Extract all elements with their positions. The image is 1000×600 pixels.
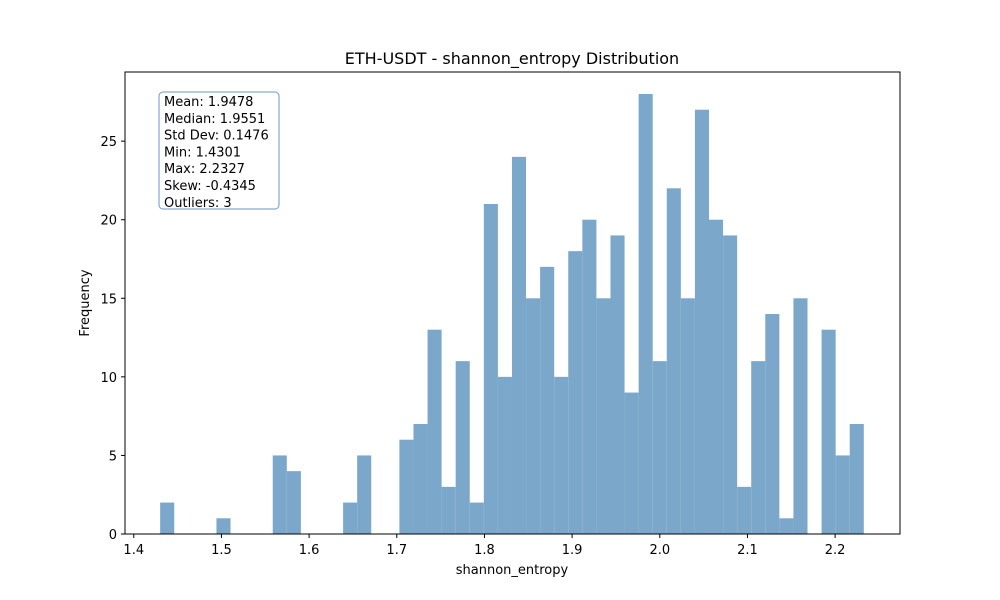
histogram-bar: [835, 455, 850, 534]
y-tick-label: 5: [109, 449, 117, 464]
histogram-bar: [779, 518, 794, 534]
histogram-bar: [216, 518, 231, 534]
histogram-bar: [286, 471, 301, 534]
histogram-bar: [638, 94, 653, 534]
histogram-bar: [497, 376, 512, 534]
stats-line: Std Dev: 0.1476: [164, 129, 269, 144]
y-tick-label: 25: [100, 135, 117, 150]
histogram-bar: [821, 329, 836, 534]
histogram-bar: [357, 455, 372, 534]
x-tick-label: 1.5: [211, 543, 232, 558]
histogram-bar: [694, 109, 709, 535]
histogram-bar: [652, 361, 667, 534]
chart-title: ETH-USDT - shannon_entropy Distribution: [345, 49, 679, 69]
y-tick-label: 0: [109, 528, 117, 543]
histogram-bar: [272, 455, 287, 534]
histogram-bar: [399, 439, 414, 534]
plot-frame: [124, 71, 901, 535]
histogram-bar: [343, 502, 358, 534]
histogram-bar: [469, 502, 484, 534]
histogram-bar: [554, 376, 569, 534]
histogram-bar: [708, 219, 724, 534]
histogram-bar: [680, 298, 695, 534]
x-tick-label: 2.1: [737, 543, 758, 558]
x-axis-label: shannon_entropy: [456, 563, 569, 578]
histogram-bar: [751, 361, 766, 534]
histogram-bar: [624, 392, 639, 534]
x-tick-label: 1.7: [386, 543, 407, 558]
stats-line: Outliers: 3: [164, 196, 232, 211]
histogram-bar: [413, 424, 428, 534]
histogram-bar: [511, 156, 527, 535]
y-axis-label: Frequency: [78, 269, 93, 336]
stats-line: Max: 2.2327: [164, 162, 245, 177]
histogram-bar: [427, 329, 442, 534]
y-tick-label: 15: [100, 292, 117, 307]
histogram-bar: [441, 486, 456, 534]
histogram-bar: [568, 251, 583, 534]
y-tick-label: 20: [100, 214, 117, 229]
histogram-bar: [723, 235, 738, 534]
stats-line: Median: 1.9551: [164, 112, 265, 127]
x-tick-label: 1.9: [562, 543, 583, 558]
stats-line: Mean: 1.9478: [164, 95, 253, 110]
histogram-bar: [455, 361, 470, 534]
x-tick-label: 2.2: [825, 543, 846, 558]
stats-line: Skew: -0.4345: [164, 179, 256, 194]
histogram-bar: [596, 298, 611, 534]
x-tick-label: 2.0: [649, 543, 670, 558]
histogram-bar: [737, 486, 752, 534]
histogram-bar: [160, 502, 175, 534]
x-tick-label: 1.4: [123, 543, 144, 558]
histogram-bar: [793, 298, 808, 534]
histogram-bar: [666, 188, 681, 535]
y-tick-label: 10: [100, 371, 117, 386]
histogram-bar: [849, 424, 864, 534]
stats-box-background: [158, 91, 280, 210]
histogram-bar: [765, 314, 780, 534]
histogram-bar: [582, 219, 597, 534]
histogram-bar: [483, 204, 498, 534]
histogram-bar: [540, 266, 555, 534]
histogram-bar: [610, 235, 625, 534]
histogram-bar: [526, 298, 541, 534]
y-axis-ticks: 0 5 10 15 20 25: [100, 135, 125, 543]
x-tick-label: 1.6: [299, 543, 320, 558]
stats-box: Mean: 1.9478 Median: 1.9551 Std Dev: 0.147…: [158, 91, 280, 211]
x-axis-ticks: 1.4 1.5 1.6 1.7 1.8 1.9 2.0 2.1 2.2: [123, 534, 845, 558]
x-tick-label: 1.8: [474, 543, 495, 558]
stats-line: Min: 1.4301: [164, 145, 241, 160]
histogram-bars: [160, 94, 864, 535]
